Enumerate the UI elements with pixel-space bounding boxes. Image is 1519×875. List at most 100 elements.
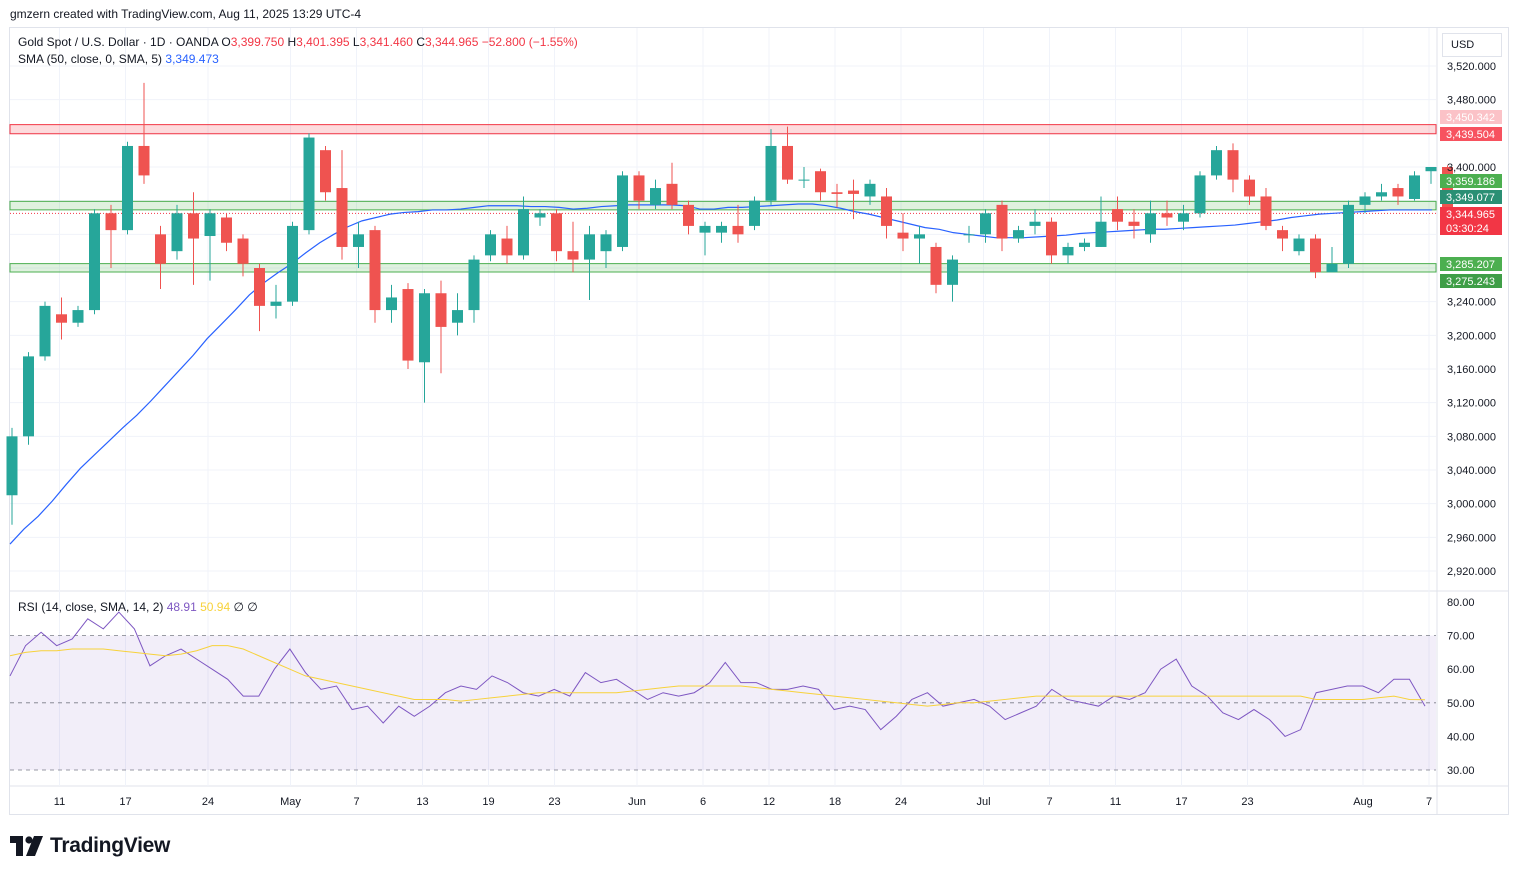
candle-body: [1013, 230, 1024, 239]
candle-body: [419, 293, 430, 363]
candle-body: [1227, 150, 1239, 180]
time-tick-label: 7: [353, 796, 359, 808]
candle-body: [798, 179, 810, 181]
candle-body: [683, 204, 694, 226]
current-price-label-bg: [1440, 207, 1502, 221]
candle: [1046, 217, 1057, 264]
candle-body: [1310, 238, 1321, 273]
candle: [518, 196, 529, 260]
candle: [171, 204, 183, 260]
candle: [1293, 234, 1305, 256]
time-tick-label: 24: [202, 796, 214, 808]
close-label: C: [416, 35, 425, 49]
candle: [353, 221, 364, 268]
candle: [221, 213, 232, 252]
candle-body: [336, 188, 348, 247]
tradingview-logo[interactable]: TradingView: [10, 834, 170, 858]
resistance-upper-label-bg: [1440, 110, 1502, 124]
candle: [1112, 196, 1123, 231]
candle: [699, 221, 711, 256]
candle: [89, 209, 100, 315]
candle-body: [155, 234, 166, 264]
price-tick-label: 3,480.000: [1447, 95, 1496, 107]
candle-body: [452, 310, 463, 323]
candle-body: [1145, 213, 1156, 235]
currency-button[interactable]: USD: [1442, 33, 1502, 57]
candle-body: [435, 293, 447, 327]
high-value: 3,401.395: [296, 35, 350, 49]
candle-body: [666, 183, 678, 205]
candle: [980, 209, 991, 243]
resistance-zone: [9, 124, 1437, 135]
candle: [798, 167, 810, 189]
time-tick-label: 24: [895, 796, 907, 808]
time-tick-label: 17: [1175, 796, 1187, 808]
support-mid-label: 3,349.077: [1446, 192, 1495, 204]
candle: [303, 133, 315, 235]
support-mid-label-bg: [1440, 190, 1502, 204]
price-labels: 3,450.342 3,439.504 3,359.186 3,349.077 3,34…: [1440, 110, 1502, 288]
candle-body: [551, 213, 562, 252]
candle: [765, 129, 777, 205]
candle: [1392, 183, 1404, 205]
sma-label[interactable]: SMA (50, close, 0, SMA, 5): [18, 52, 163, 66]
time-tick-label: Aug: [1353, 796, 1373, 808]
candle: [732, 204, 744, 243]
rsi-sma-value: 50.94: [200, 600, 231, 614]
rsi-label[interactable]: RSI (14, close, SMA, 14, 2): [18, 600, 164, 614]
time-tick-label: 7: [1426, 796, 1432, 808]
candle-body: [188, 213, 199, 239]
rsi-line: [9, 611, 1426, 737]
price-tick-label: 3,200.000: [1447, 330, 1496, 342]
candle: [122, 141, 133, 235]
support-upper-label: 3,359.186: [1446, 176, 1495, 188]
rsi-extra-2: ∅: [247, 600, 258, 614]
candle-body: [353, 234, 364, 247]
symbol-name[interactable]: Gold Spot / U.S. Dollar · 1D · OANDA: [18, 35, 219, 49]
countdown-label: 03:30:24: [1446, 223, 1489, 235]
support2-upper-label-bg: [1440, 257, 1502, 271]
rsi-extra-1: ∅: [233, 600, 244, 614]
time-tick-label: Jul: [976, 796, 990, 808]
time-tick-label: 23: [548, 796, 560, 808]
candle-body: [56, 314, 67, 323]
time-tick-label: 23: [1241, 796, 1253, 808]
price-tick-label: 3,400.000: [1447, 162, 1496, 174]
candle-body: [105, 213, 117, 231]
candle: [1277, 225, 1288, 252]
candle: [633, 171, 645, 210]
sma-50-line: [9, 203, 1432, 545]
candle-body: [89, 213, 100, 311]
price-tick-label: 3,240.000: [1447, 297, 1496, 309]
candle: [650, 179, 661, 210]
rsi-tick-label: 40.00: [1447, 731, 1475, 743]
price-tick-label: 3,040.000: [1447, 465, 1496, 477]
candle-body: [1359, 196, 1371, 205]
candle: [1161, 200, 1173, 226]
candle: [72, 305, 84, 327]
candle: [848, 179, 859, 220]
time-tick-label: 17: [119, 796, 131, 808]
candle-body: [369, 230, 381, 311]
candle-body: [320, 150, 331, 193]
candle: [1326, 246, 1338, 273]
candle: [386, 284, 397, 323]
candle: [435, 280, 447, 374]
candle-body: [518, 209, 529, 256]
tradingview-logo-icon: [10, 836, 43, 856]
candle-body: [1326, 263, 1338, 273]
rsi-tick-label: 50.00: [1447, 698, 1475, 710]
time-tick-label: 11: [1110, 796, 1121, 808]
candle-body: [501, 238, 513, 256]
candle: [468, 255, 480, 323]
support2-lower-label-bg: [1440, 274, 1502, 288]
candle-body: [6, 436, 18, 496]
price-tick-label: 3,080.000: [1447, 431, 1496, 443]
candle-body: [650, 188, 661, 205]
rsi-value: 48.91: [166, 600, 197, 614]
candle: [1310, 234, 1321, 279]
candle-body: [1211, 150, 1222, 176]
candle: [881, 188, 892, 239]
time-tick-label: 12: [763, 796, 775, 808]
